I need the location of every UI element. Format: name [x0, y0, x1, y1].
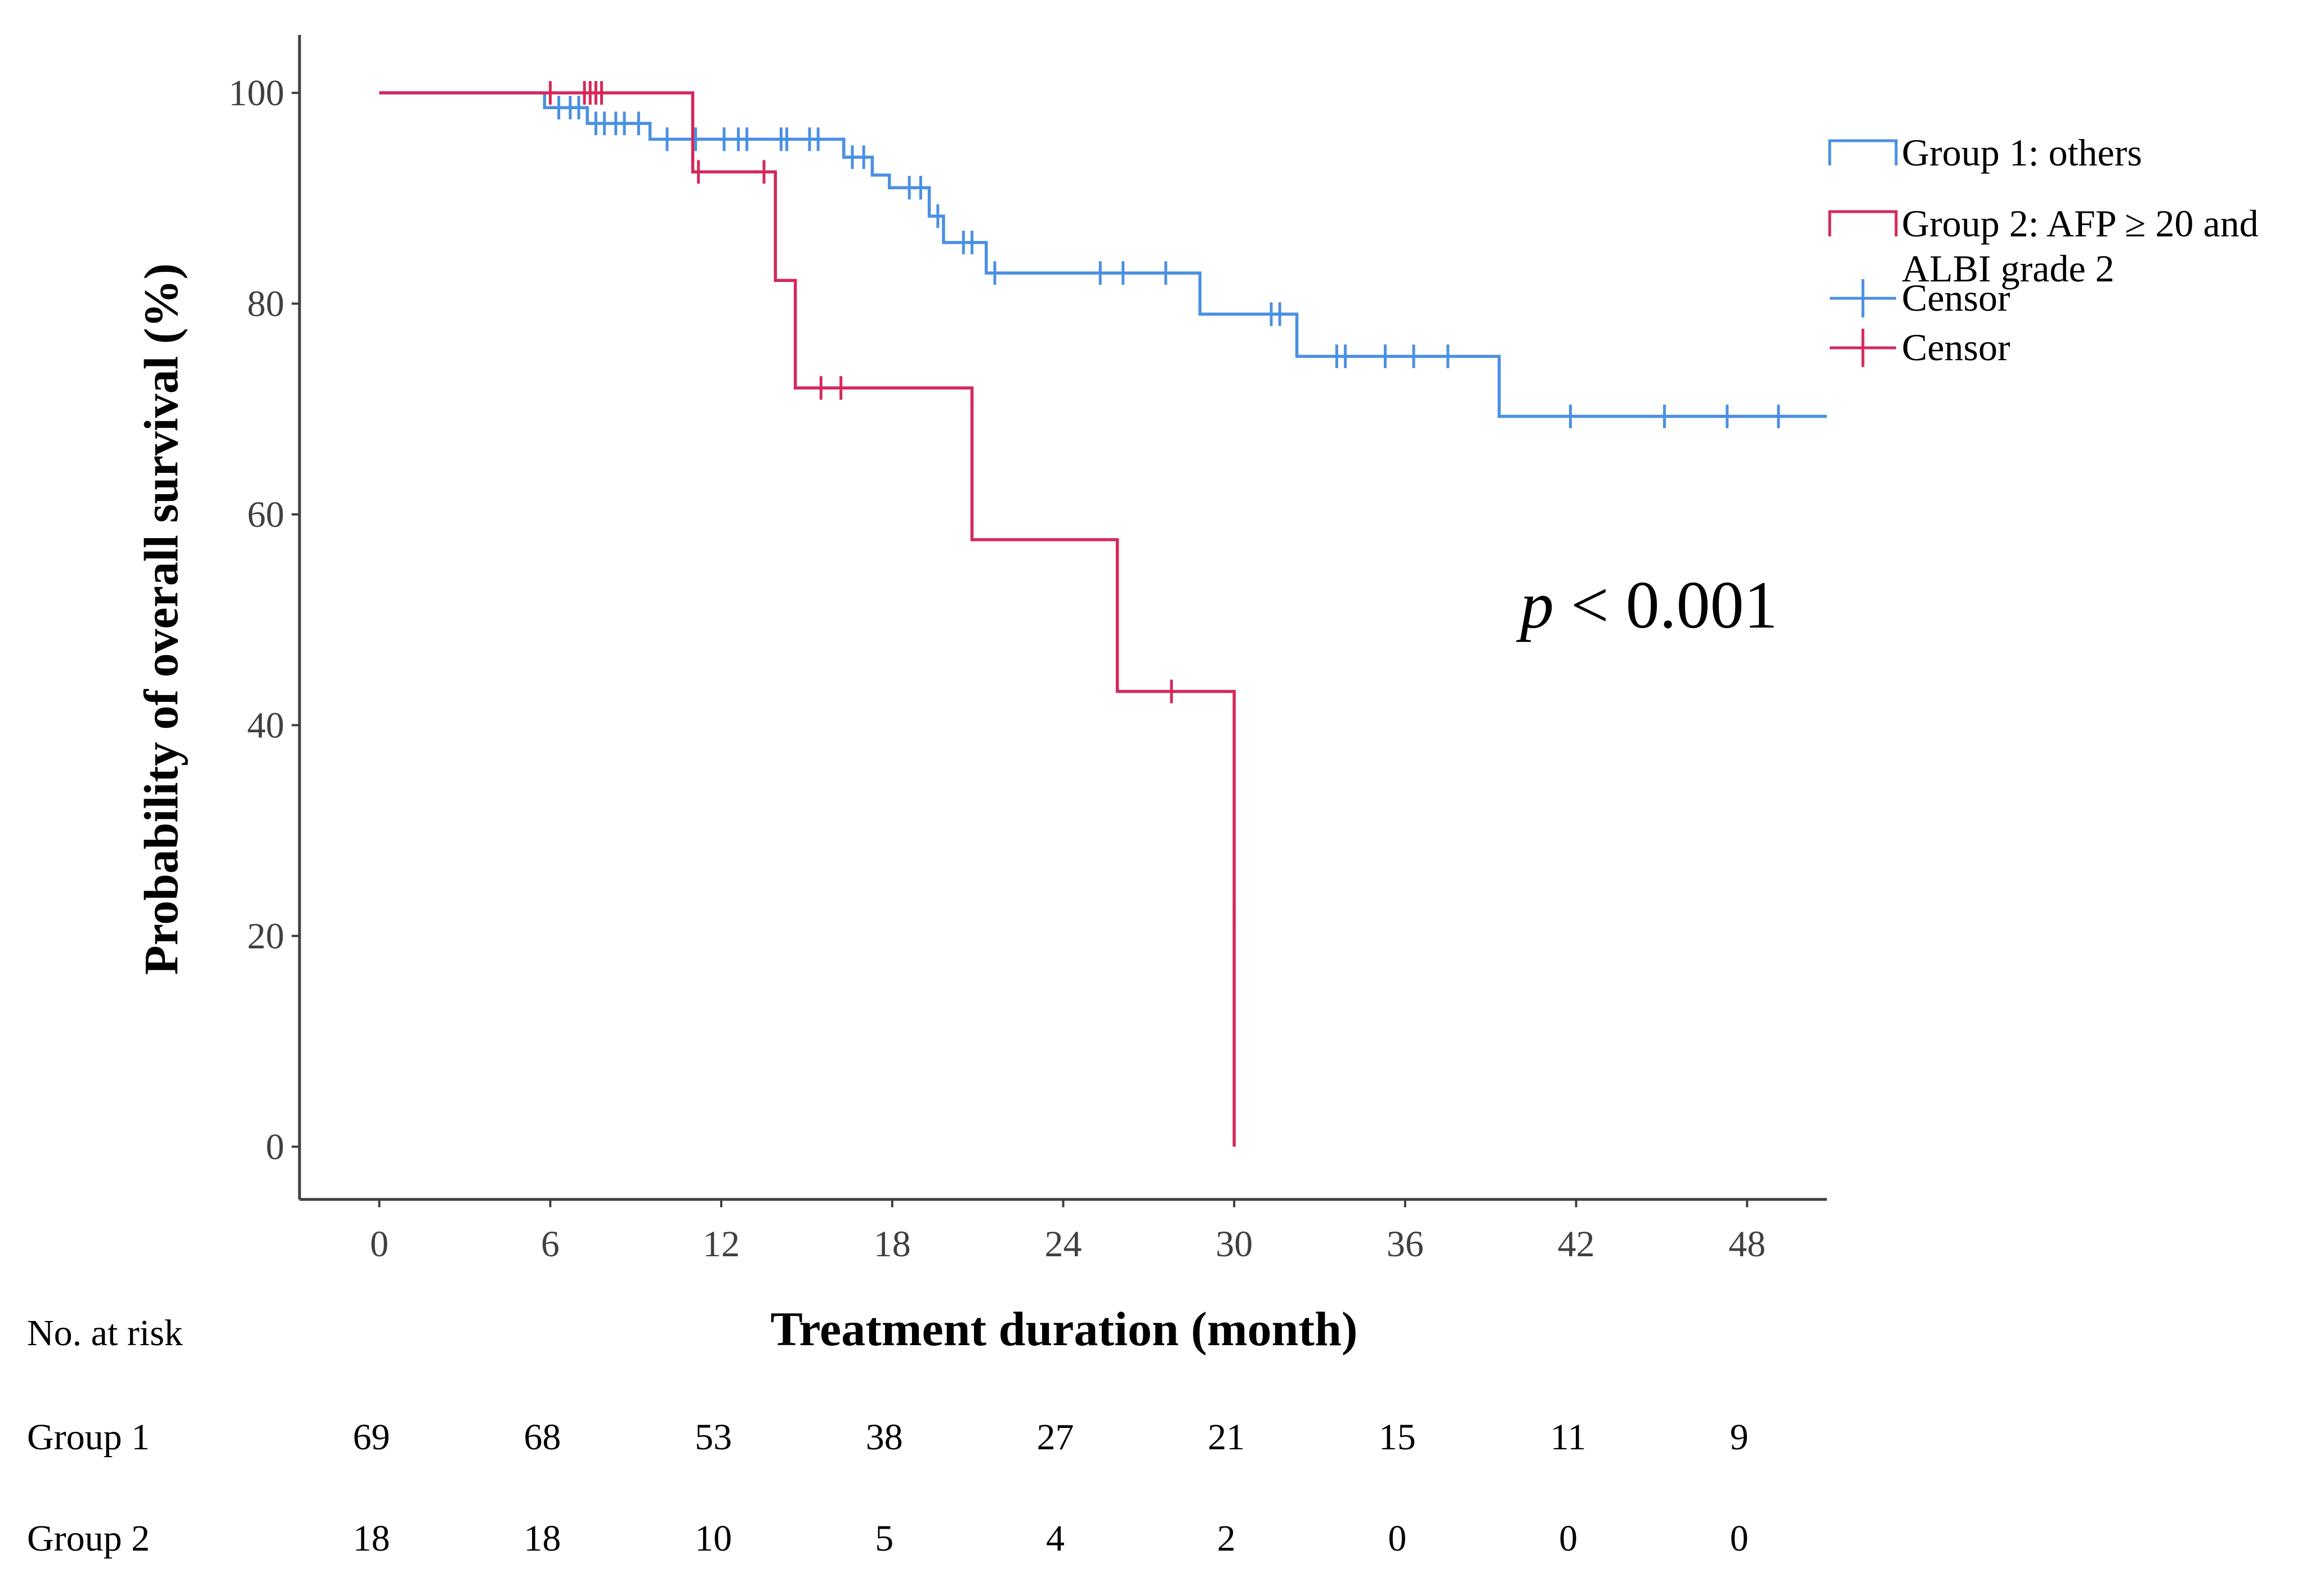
risk-count: 2 — [1217, 1518, 1236, 1559]
y-tick-label: 100 — [229, 73, 284, 114]
km-line-group-2 — [379, 91, 1236, 1147]
risk-count: 53 — [695, 1417, 732, 1458]
risk-table-heading: No. at risk — [27, 1313, 183, 1354]
risk-count: 21 — [1208, 1417, 1245, 1458]
x-axis-title: Treatment duration (month) — [770, 1302, 1357, 1356]
x-tick-label: 48 — [1728, 1224, 1766, 1265]
legend-label: Censor — [1902, 276, 2010, 319]
y-tick-label: 0 — [266, 1126, 284, 1167]
censor-layer — [548, 80, 1780, 931]
legend-label: Group 2: AFP ≥ 20 and — [1902, 202, 2259, 245]
x-tick-label: 30 — [1215, 1224, 1253, 1265]
km-line-group-1 — [379, 91, 1827, 418]
risk-count: 4 — [1046, 1518, 1065, 1559]
risk-count: 68 — [524, 1417, 561, 1458]
risk-count: 5 — [875, 1518, 893, 1559]
risk-count: 15 — [1379, 1417, 1416, 1458]
risk-count: 38 — [866, 1417, 903, 1458]
y-tick-label: 40 — [247, 705, 284, 746]
x-tick-label: 36 — [1387, 1224, 1424, 1265]
p-value-italic: p — [1516, 567, 1554, 642]
y-tick-label: 20 — [247, 916, 284, 957]
risk-count: 0 — [1388, 1518, 1406, 1559]
legend-label: Group 1: others — [1902, 131, 2142, 174]
risk-count: 18 — [524, 1518, 561, 1559]
risk-count: 0 — [1559, 1518, 1577, 1559]
x-tick-label: 24 — [1045, 1224, 1082, 1265]
risk-count: 27 — [1037, 1417, 1074, 1458]
risk-count: 11 — [1550, 1417, 1586, 1458]
y-tick-label: 60 — [247, 494, 284, 535]
x-tick-label: 18 — [874, 1224, 911, 1265]
y-tick-label: 80 — [247, 283, 284, 324]
y-axis-title: Probability of overall survival (%) — [134, 263, 188, 975]
risk-count: 9 — [1730, 1417, 1749, 1458]
x-tick-label: 0 — [370, 1224, 388, 1265]
x-tick-label: 6 — [541, 1224, 560, 1265]
legend: Group 1: others Group 2: AFP ≥ 20 andALBI… — [1828, 131, 2259, 369]
p-value-rest: < 0.001 — [1554, 567, 1778, 642]
risk-table: No. at risk Group 1 69 68 53 38 27 21 15 11 9 Grou… — [27, 1313, 1749, 1559]
x-tick-label: 42 — [1558, 1224, 1595, 1265]
p-value-annotation: p < 0.001 — [1516, 567, 1778, 642]
risk-count: 0 — [1730, 1518, 1749, 1559]
legend-label: Censor — [1902, 326, 2010, 369]
risk-row-label: Group 1 — [27, 1417, 150, 1458]
risk-count: 18 — [353, 1518, 390, 1559]
x-ticks: 0 6 12 18 24 30 36 42 48 — [370, 1199, 1766, 1265]
legend-swatch-group-2 — [1828, 210, 1898, 236]
x-tick-label: 12 — [703, 1224, 740, 1265]
legend-swatch-group-1 — [1828, 139, 1898, 165]
risk-row-label: Group 2 — [27, 1518, 150, 1559]
y-ticks: 0 20 40 60 80 100 — [229, 73, 300, 1167]
risk-count: 10 — [695, 1518, 732, 1559]
legend-label: ALBI grade 2 — [1902, 247, 2115, 290]
risk-count: 69 — [353, 1417, 390, 1458]
